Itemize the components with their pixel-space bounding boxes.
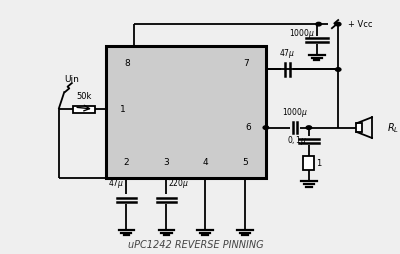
- Circle shape: [263, 126, 268, 129]
- Text: 3: 3: [164, 158, 169, 167]
- Text: + Vcc: + Vcc: [348, 20, 372, 29]
- Text: 2: 2: [124, 158, 129, 167]
- Text: 1: 1: [120, 105, 126, 114]
- Text: $47\mu$: $47\mu$: [279, 47, 296, 60]
- Bar: [356, 123, 362, 132]
- Text: 6: 6: [245, 123, 251, 132]
- Text: 1: 1: [316, 159, 321, 168]
- Text: $0,1\mu$: $0,1\mu$: [287, 134, 307, 147]
- Circle shape: [316, 22, 321, 26]
- Text: $1000\mu$: $1000\mu$: [282, 106, 308, 119]
- Circle shape: [336, 22, 341, 26]
- Circle shape: [336, 68, 341, 71]
- Text: $R_L$: $R_L$: [387, 121, 399, 135]
- Text: $220\mu$: $220\mu$: [168, 177, 190, 190]
- Bar: [303, 156, 314, 170]
- Text: $1000\mu$: $1000\mu$: [289, 26, 315, 40]
- Circle shape: [306, 126, 312, 129]
- Text: 7: 7: [244, 59, 249, 68]
- Bar: [106, 46, 266, 178]
- Text: 50k: 50k: [76, 92, 92, 102]
- Text: 4: 4: [202, 158, 208, 167]
- Text: $47\mu$: $47\mu$: [108, 177, 124, 190]
- Text: 5: 5: [242, 158, 248, 167]
- Text: 8: 8: [124, 59, 130, 68]
- Text: uPC1242 REVERSE PINNING: uPC1242 REVERSE PINNING: [128, 240, 263, 250]
- Bar: [73, 106, 95, 113]
- Text: Uin: Uin: [64, 75, 79, 84]
